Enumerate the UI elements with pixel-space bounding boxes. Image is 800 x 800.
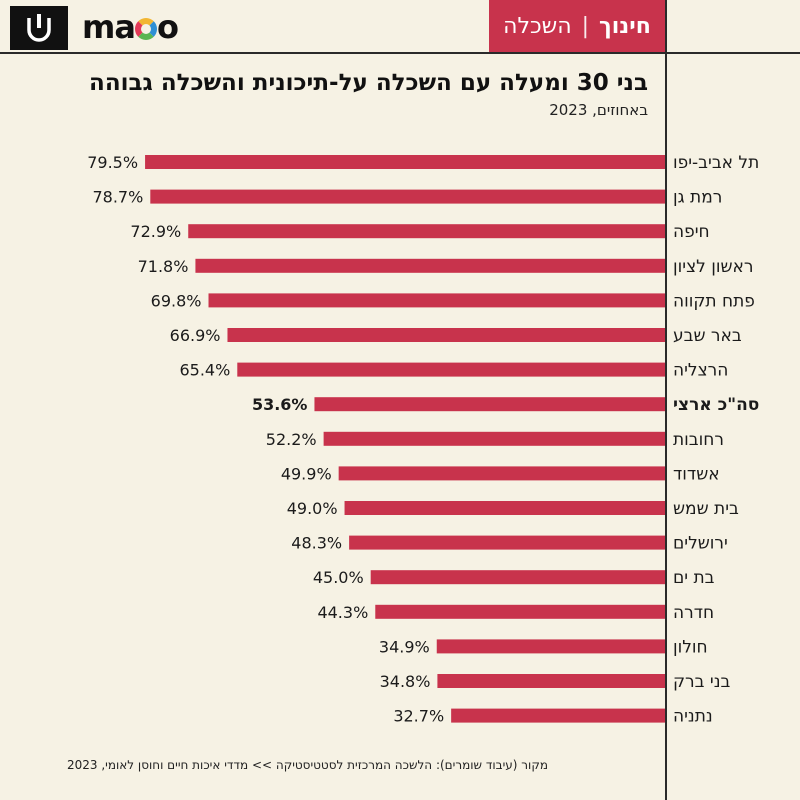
category-label: רחובות bbox=[673, 430, 724, 450]
data-label: 44.3% bbox=[317, 603, 368, 622]
data-label: 53.6% bbox=[252, 395, 308, 414]
mako-logo-icon[interactable]: ma o bbox=[82, 8, 179, 46]
bar bbox=[338, 466, 665, 481]
header-divider bbox=[0, 52, 800, 54]
category-label: נתניה bbox=[673, 707, 713, 727]
bar bbox=[437, 674, 665, 688]
data-label: 45.0% bbox=[313, 568, 364, 587]
category-label: בת ים bbox=[673, 568, 715, 588]
axis-line bbox=[665, 0, 667, 800]
category-label: ראשון לציון bbox=[673, 257, 753, 277]
bar bbox=[344, 501, 665, 515]
data-label: 49.9% bbox=[281, 464, 332, 483]
bar bbox=[208, 293, 665, 308]
mako-logo-ring bbox=[134, 18, 157, 40]
data-label: 69.8% bbox=[151, 291, 202, 310]
section-tag[interactable]: חינוך | השכלה bbox=[489, 0, 665, 52]
bar bbox=[227, 328, 665, 342]
category-label: בית שמש bbox=[673, 499, 739, 519]
channel-logo-icon[interactable] bbox=[10, 6, 68, 50]
bar bbox=[237, 362, 665, 377]
category-label: באר שבע bbox=[673, 326, 742, 346]
chart-subtitle: באחוזים, 2023 bbox=[549, 101, 648, 119]
bar bbox=[314, 397, 665, 412]
category-label: חדרה bbox=[673, 603, 714, 623]
data-label: 52.2% bbox=[266, 430, 317, 449]
category-label: הרצליה bbox=[673, 361, 728, 381]
bar bbox=[370, 570, 665, 585]
category-label: אשדוד bbox=[673, 464, 720, 484]
data-label: 32.7% bbox=[393, 707, 444, 726]
category-label: סה"כ ארצי bbox=[673, 395, 759, 415]
data-label: 72.9% bbox=[130, 222, 181, 241]
source-note: מקור (עיבוד שומרים): הלשכה המרכזית לסטטי… bbox=[67, 758, 548, 772]
bar bbox=[150, 189, 665, 204]
chart-title: בני 30 ומעלה עם השכלה על-תיכונית והשכלה … bbox=[89, 70, 648, 96]
category-label: בני ברק bbox=[673, 672, 730, 692]
bar bbox=[375, 604, 665, 619]
bar bbox=[436, 639, 665, 654]
bar bbox=[145, 155, 665, 169]
data-label: 66.9% bbox=[170, 326, 221, 345]
data-label: 34.8% bbox=[380, 672, 431, 691]
data-label: 65.4% bbox=[179, 361, 230, 380]
data-label: 78.7% bbox=[92, 188, 143, 207]
category-label: פתח תקווה bbox=[673, 291, 755, 311]
bar bbox=[451, 708, 665, 723]
bar bbox=[195, 258, 666, 273]
section-separator: | bbox=[581, 13, 590, 39]
data-label: 48.3% bbox=[291, 534, 342, 553]
category-label: ירושלים bbox=[673, 534, 728, 554]
data-label: 79.5% bbox=[87, 153, 138, 172]
category-label: תל אביב-יפו bbox=[673, 153, 759, 173]
category-label: חיפה bbox=[673, 222, 710, 242]
bar bbox=[323, 431, 665, 446]
category-label: חולון bbox=[673, 637, 708, 657]
data-label: 71.8% bbox=[138, 257, 189, 276]
data-label: 34.9% bbox=[379, 637, 430, 656]
category-label: רמת גן bbox=[673, 188, 722, 208]
section-sub-label: השכלה bbox=[503, 13, 572, 39]
bar bbox=[349, 535, 665, 550]
section-main-label: חינוך bbox=[599, 13, 651, 39]
bar bbox=[188, 224, 665, 239]
data-label: 49.0% bbox=[287, 499, 338, 518]
